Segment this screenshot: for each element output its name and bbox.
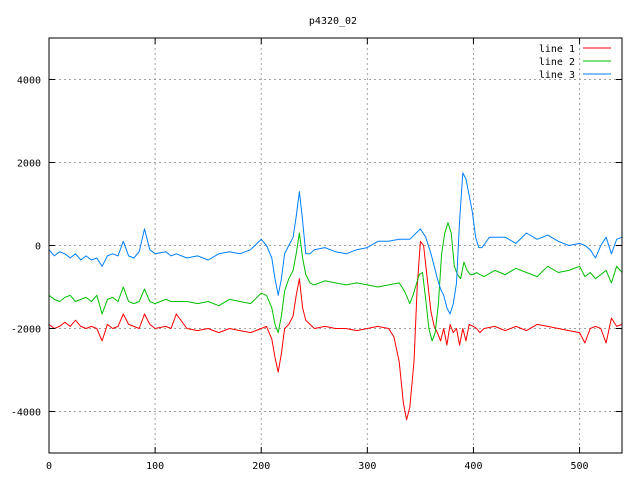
y-tick-label-4: 4000 [17,76,41,87]
series-line-2 [48,222,623,342]
x-tick-label-0: 0 [46,461,52,472]
grid [49,38,622,453]
y-tick-label-2: 0 [35,242,41,253]
chart-title: p4320_02 [309,16,357,27]
x-tick-label-4: 400 [464,461,482,472]
legend-label-3: line 3 [539,70,575,81]
series-layer [48,172,623,421]
x-tick-label-1: 100 [146,461,164,472]
legend-label-2: line 2 [539,57,575,68]
y-tick-label-0: -4000 [11,408,41,419]
y-axis: -4000 -2000 0 2000 4000 [11,76,622,419]
series-line-3 [48,172,623,315]
x-axis: 0 100 200 300 400 500 [46,38,589,472]
x-tick-label-3: 300 [358,461,376,472]
x-tick-label-5: 500 [571,461,589,472]
legend-label-1: line 1 [539,44,575,55]
y-tick-label-1: -2000 [11,325,41,336]
x-tick-label-2: 200 [252,461,270,472]
y-tick-label-3: 2000 [17,159,41,170]
series-line-1 [48,240,623,421]
legend: line 1 line 2 line 3 [539,44,611,81]
